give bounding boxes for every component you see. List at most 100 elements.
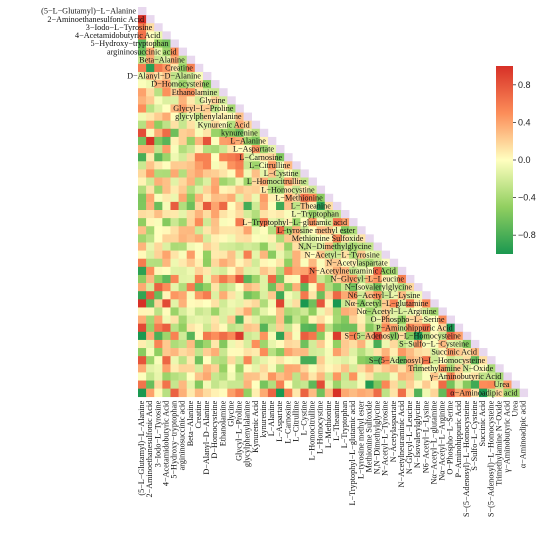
heatmap-cell <box>357 388 366 398</box>
heatmap-cell <box>170 218 179 227</box>
heatmap-cell <box>146 315 155 324</box>
heatmap-cell <box>284 283 293 292</box>
heatmap-cell <box>154 136 163 146</box>
column-label: L−tyrosine methyl ester <box>356 400 365 479</box>
row-label: Succinic Acid <box>431 348 477 357</box>
heatmap-cell <box>162 193 171 203</box>
heatmap-cell <box>300 266 309 276</box>
heatmap-cell <box>243 145 252 154</box>
heatmap-cell <box>284 380 293 389</box>
heatmap-cell <box>154 112 163 121</box>
heatmap-cell <box>284 161 293 170</box>
column-label: Trimethylamine N−Oxide <box>494 400 503 485</box>
heatmap-cell <box>227 169 236 178</box>
heatmap-cell <box>324 193 334 203</box>
heatmap-cell <box>170 291 179 300</box>
heatmap-cell <box>267 380 277 389</box>
heatmap-cell <box>251 356 261 365</box>
heatmap-cell <box>276 331 285 341</box>
heatmap-cell <box>373 380 382 389</box>
heatmap-cell <box>397 266 407 276</box>
column-label: L−Alanine <box>267 400 276 436</box>
heatmap-cell <box>316 266 326 276</box>
heatmap-cell <box>316 226 326 235</box>
heatmap-cell <box>349 250 358 260</box>
heatmap-cell <box>324 274 334 284</box>
heatmap-cell <box>235 161 244 170</box>
heatmap-cell <box>414 283 423 292</box>
heatmap-cell <box>300 283 309 292</box>
heatmap-cell <box>202 266 212 276</box>
heatmap-cell <box>316 283 326 292</box>
heatmap-cell <box>219 266 228 276</box>
row-label: Creatine <box>165 64 193 73</box>
heatmap-cell <box>154 177 163 186</box>
column-label: Nα−Acetyl−L−Arginine <box>438 400 447 480</box>
heatmap-cell <box>138 283 147 292</box>
heatmap-cell <box>186 145 196 154</box>
heatmap-cell <box>243 258 252 268</box>
heatmap-cell <box>397 331 407 341</box>
heatmap-cell <box>162 120 171 130</box>
heatmap-cell <box>357 315 366 324</box>
heatmap-cell <box>414 380 423 389</box>
heatmap-cell <box>251 283 261 292</box>
heatmap-cell <box>438 364 447 373</box>
heatmap-cell <box>178 112 188 121</box>
heatmap-cell <box>243 120 252 130</box>
heatmap-cell <box>219 201 228 211</box>
heatmap-cell <box>162 372 171 381</box>
heatmap-cell <box>308 339 317 349</box>
heatmap-cell <box>324 380 334 389</box>
heatmap-cell <box>162 266 171 276</box>
heatmap-cell <box>154 388 163 398</box>
heatmap-cell <box>138 104 147 113</box>
heatmap-cell <box>243 234 252 243</box>
heatmap-cell <box>300 226 309 235</box>
heatmap-cell <box>267 201 277 211</box>
heatmap-cell <box>186 258 196 268</box>
heatmap-cell <box>162 39 171 48</box>
heatmap-cell <box>211 96 220 105</box>
heatmap-cell <box>446 364 455 373</box>
heatmap-cell <box>267 169 277 178</box>
colorbar: 0.8 0.4 0.0 −0.4 −0.8 <box>496 66 536 254</box>
heatmap-cell <box>316 372 326 381</box>
heatmap-cell <box>154 96 163 105</box>
heatmap-cell <box>227 291 236 300</box>
heatmap-cell <box>308 291 317 300</box>
heatmap-cell <box>162 136 171 146</box>
heatmap-cell <box>324 218 334 227</box>
heatmap-cell <box>219 339 228 349</box>
heatmap-cell <box>211 307 220 316</box>
heatmap-cell <box>470 372 480 381</box>
heatmap-cell <box>259 388 269 398</box>
heatmap-cell <box>276 210 285 219</box>
heatmap-cell <box>365 299 374 308</box>
heatmap-cell <box>235 136 244 146</box>
heatmap-cell <box>170 323 179 333</box>
row-label: N−Acetyl−L−Tyrosine <box>304 250 379 259</box>
heatmap-cell <box>219 250 228 260</box>
heatmap-cell <box>267 283 277 292</box>
heatmap-cell <box>243 315 252 324</box>
heatmap-cell <box>154 283 163 292</box>
heatmap-cell <box>332 218 342 227</box>
row-labels: (5−L−Glutamyl)−L−Alanine2−Aminoethanesul… <box>41 7 518 398</box>
heatmap-cell <box>138 80 147 89</box>
heatmap-cell <box>154 153 163 162</box>
heatmap-cell <box>324 348 334 357</box>
heatmap-cell <box>308 177 317 186</box>
heatmap-cell <box>219 380 228 389</box>
heatmap-cell <box>154 372 163 381</box>
heatmap-cell <box>186 364 196 373</box>
heatmap-cell <box>146 218 155 227</box>
heatmap-cell <box>332 307 342 316</box>
heatmap-cell <box>146 364 155 373</box>
heatmap-cell <box>219 388 228 398</box>
heatmap-cell <box>251 266 261 276</box>
heatmap-cell <box>308 331 317 341</box>
heatmap-cell <box>202 226 212 235</box>
heatmap-cell <box>251 210 261 219</box>
row-label: Glycyl−L−Proline <box>173 104 234 113</box>
